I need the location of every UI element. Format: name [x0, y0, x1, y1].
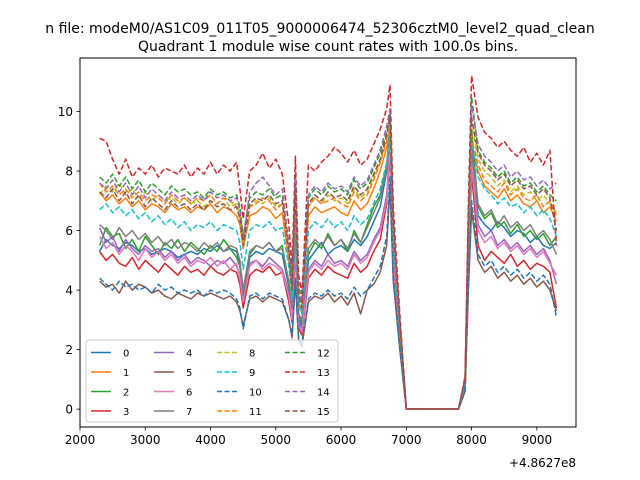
suptitle: n file: modeM0/AS1C09_011T05_9000006474_… [45, 21, 594, 37]
series-line-10 [99, 176, 558, 410]
legend-label-15: 15 [317, 407, 330, 418]
x-tick-label: 8000 [456, 433, 487, 447]
x-offset-label: +4.8627e8 [509, 456, 576, 470]
legend-label-13: 13 [317, 368, 330, 379]
y-tick-label: 6 [65, 224, 73, 238]
series-line-7 [99, 125, 558, 410]
legend-label-6: 6 [186, 388, 192, 399]
x-axis: 2000 3000 4000 5000 6000 7000 8000 9000 [65, 427, 552, 447]
x-tick-label: 2000 [65, 433, 96, 447]
series-line-0 [98, 119, 557, 410]
legend-label-5: 5 [186, 368, 192, 379]
legend-label-8: 8 [249, 349, 255, 360]
series-line-12 [99, 95, 557, 410]
x-tick-label: 3000 [130, 433, 161, 447]
legend-label-1: 1 [123, 368, 129, 379]
legend-label-10: 10 [249, 388, 262, 399]
y-tick-label: 0 [65, 403, 73, 417]
series-line-8 [98, 122, 558, 410]
series-line-11 [98, 128, 558, 410]
legend-label-7: 7 [186, 407, 192, 418]
legend-label-12: 12 [317, 349, 330, 360]
legend-label-11: 11 [249, 407, 262, 418]
legend-label-9: 9 [249, 368, 255, 379]
series-line-3 [98, 152, 558, 410]
legend-label-3: 3 [123, 407, 129, 418]
y-tick-label: 8 [65, 165, 73, 179]
y-axis: 0 2 4 6 8 10 [58, 105, 80, 417]
x-tick-label: 6000 [326, 433, 357, 447]
series-line-6 [98, 146, 558, 410]
series-layer [98, 75, 558, 410]
series-line-9 [99, 134, 558, 410]
y-tick-label: 2 [65, 343, 73, 357]
x-tick-label: 5000 [261, 433, 292, 447]
series-line-14 [99, 104, 557, 410]
series-line-5 [99, 185, 558, 410]
legend-frame [85, 339, 339, 423]
chart-title: Quadrant 1 module wise count rates with … [138, 39, 518, 55]
series-line-4 [98, 140, 558, 410]
legend-label-4: 4 [186, 349, 192, 360]
y-tick-label: 4 [65, 284, 73, 298]
series-line-1 [98, 131, 558, 410]
series-line-2 [98, 125, 558, 410]
x-tick-label: 4000 [195, 433, 226, 447]
legend-label-0: 0 [123, 349, 129, 360]
series-line-13 [99, 75, 558, 410]
legend-label-2: 2 [123, 388, 129, 399]
series-line-15 [99, 113, 558, 410]
legend-label-14: 14 [317, 388, 330, 399]
x-tick-label: 7000 [391, 433, 422, 447]
y-tick-label: 10 [58, 105, 73, 119]
plot-frame [79, 57, 577, 428]
x-tick-label: 9000 [522, 433, 553, 447]
